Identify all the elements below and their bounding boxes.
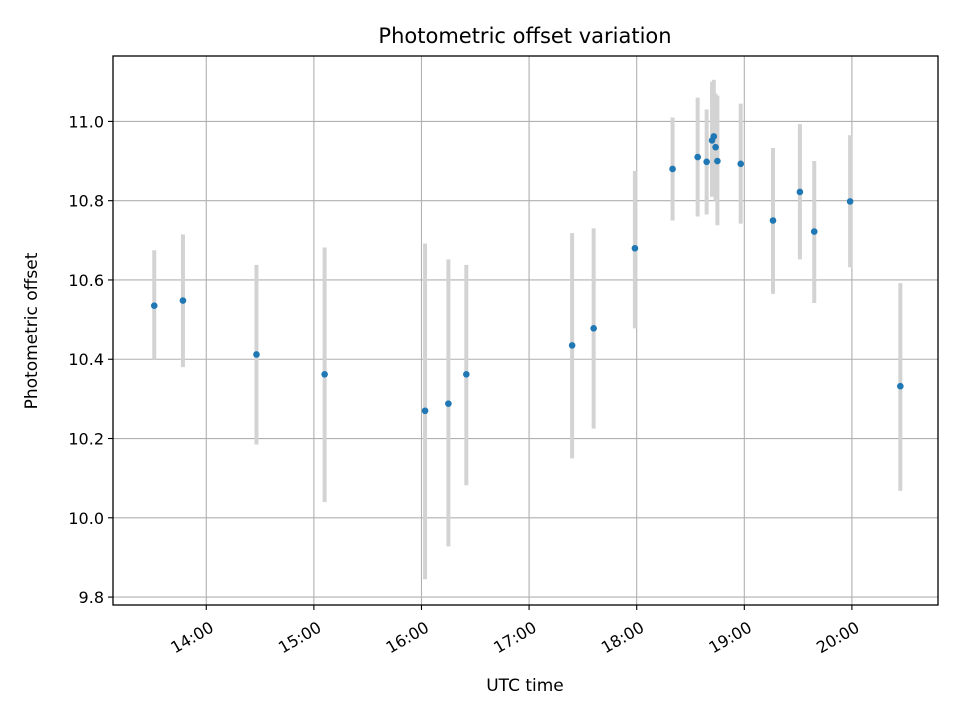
y-tick-label: 9.8 <box>79 588 104 607</box>
data-point <box>769 217 777 224</box>
data-point <box>714 157 721 165</box>
data-point <box>421 407 429 415</box>
chart-title: Photometric offset variation <box>378 24 671 48</box>
y-axis-label: Photometric offset <box>22 252 42 409</box>
y-tick-label: 10.4 <box>68 350 104 369</box>
data-points <box>150 133 904 415</box>
data-point <box>445 400 452 407</box>
data-point <box>568 342 576 349</box>
data-point <box>703 158 710 166</box>
data-point <box>669 165 676 173</box>
data-point <box>737 160 745 168</box>
data-point <box>897 382 904 390</box>
data-point <box>179 297 187 304</box>
data-point <box>321 371 328 378</box>
y-tick-label: 10.8 <box>68 192 104 211</box>
data-point <box>712 143 719 151</box>
y-axis-ticks: 9.8 10.0 10.2 10.4 10.6 10.8 11.0 <box>68 112 113 607</box>
data-point <box>810 228 818 235</box>
data-point <box>710 133 718 140</box>
data-point <box>253 351 260 358</box>
y-tick-label: 10.2 <box>68 430 104 449</box>
data-point <box>694 153 701 161</box>
y-tick-label: 10.6 <box>68 271 104 290</box>
plot-frame <box>112 55 939 606</box>
data-point <box>631 244 639 252</box>
data-point <box>590 325 597 332</box>
data-point <box>463 371 470 378</box>
data-point <box>796 188 804 196</box>
x-axis-label: UTC time <box>486 676 564 696</box>
y-tick-label: 11.0 <box>68 112 104 131</box>
y-tick-label: 10.0 <box>68 509 104 528</box>
data-point <box>150 302 158 310</box>
data-point <box>846 198 854 205</box>
